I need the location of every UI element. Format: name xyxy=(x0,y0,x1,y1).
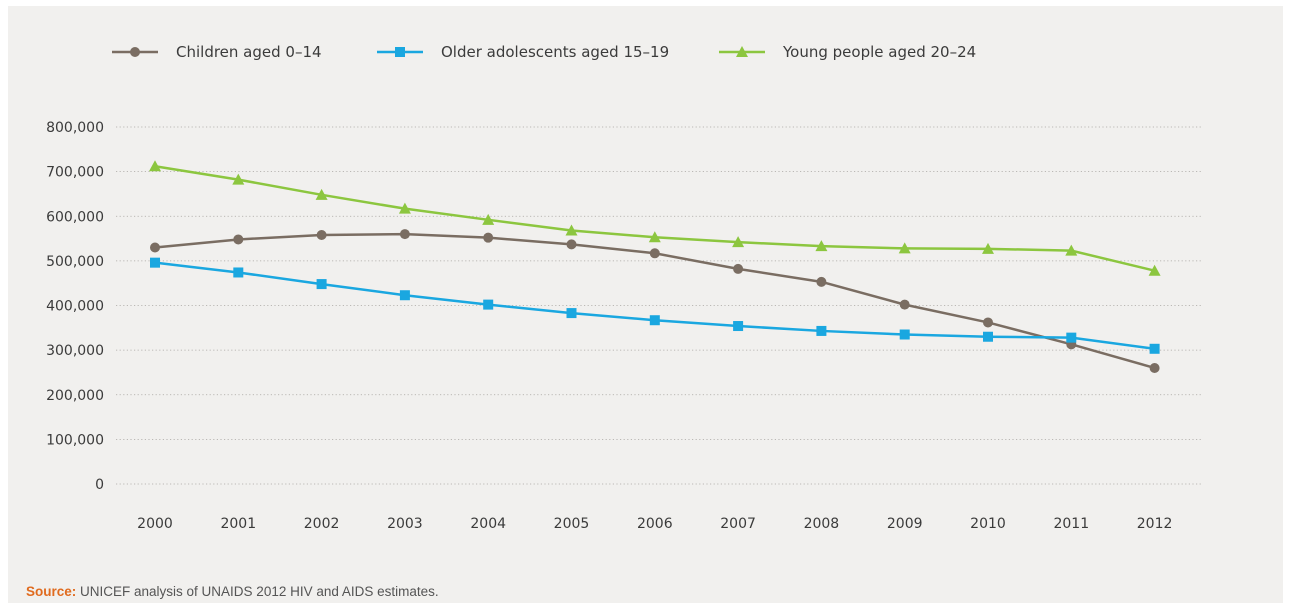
x-tick-label: 2012 xyxy=(1137,516,1173,532)
y-tick-label: 300,000 xyxy=(46,343,104,359)
source-text: UNICEF analysis of UNAIDS 2012 HIV and A… xyxy=(76,584,439,599)
y-tick-label: 800,000 xyxy=(46,120,104,136)
x-tick-label: 2002 xyxy=(304,516,340,532)
y-tick-label: 100,000 xyxy=(46,432,104,448)
data-point-square xyxy=(649,315,660,326)
data-point-triangle xyxy=(565,224,578,236)
data-point-square xyxy=(399,290,410,301)
x-tick-label: 2001 xyxy=(220,516,256,532)
data-point-square xyxy=(899,329,910,340)
y-tick-label: 600,000 xyxy=(46,209,104,225)
x-tick-label: 2008 xyxy=(804,516,840,532)
data-point-circle xyxy=(399,229,410,240)
data-point-triangle xyxy=(398,202,411,214)
data-point-circle xyxy=(316,229,327,240)
data-point-circle xyxy=(816,276,827,287)
legend-marker xyxy=(130,47,140,57)
legend-label: Children aged 0–14 xyxy=(176,43,322,61)
data-point-triangle xyxy=(815,240,828,252)
x-tick-label: 2000 xyxy=(137,516,173,532)
data-point-circle xyxy=(733,263,744,274)
y-tick-label: 700,000 xyxy=(46,165,104,181)
data-point-circle xyxy=(899,299,910,310)
series-line-square xyxy=(154,261,1155,351)
data-point-square xyxy=(1149,343,1160,354)
data-point-triangle xyxy=(482,213,495,225)
line-chart: 0 100,000 200,000 300,000 400,000 500,000 600,… xyxy=(46,43,1203,532)
x-tick-label: 2003 xyxy=(387,516,423,532)
data-point-square xyxy=(566,308,577,319)
data-point-square xyxy=(983,331,993,342)
data-point-square xyxy=(316,279,327,290)
data-point-circle xyxy=(1149,362,1160,373)
legend-marker xyxy=(395,47,405,57)
data-point-circle xyxy=(483,232,494,243)
data-point-circle xyxy=(150,242,160,253)
data-point-triangle xyxy=(1065,244,1078,256)
data-point-circle xyxy=(983,317,993,328)
y-tick-label: 500,000 xyxy=(46,254,104,270)
data-point-triangle xyxy=(982,242,994,254)
data-point-triangle xyxy=(149,160,161,172)
data-point-circle xyxy=(233,234,244,245)
x-tick-label: 2004 xyxy=(470,516,506,532)
y-tick-label: 200,000 xyxy=(46,388,104,404)
data-point-triangle xyxy=(232,173,245,185)
x-tick-label: 2010 xyxy=(970,516,1006,532)
data-point-triangle xyxy=(648,231,661,243)
data-point-square xyxy=(816,325,827,336)
data-point-square xyxy=(1066,332,1077,343)
chart-panel: 0 100,000 200,000 300,000 400,000 500,000 600,… xyxy=(8,6,1283,603)
source-note: Source: UNICEF analysis of UNAIDS 2012 H… xyxy=(26,584,439,599)
x-tick-label: 2007 xyxy=(720,516,756,532)
legend-marker xyxy=(736,46,748,57)
legend-label: Older adolescents aged 15–19 xyxy=(441,43,669,61)
data-point-circle xyxy=(566,239,577,250)
data-point-triangle xyxy=(898,242,911,254)
y-tick-label: 0 xyxy=(95,477,104,493)
x-tick-label: 2009 xyxy=(887,516,923,532)
data-point-square xyxy=(483,299,494,310)
data-point-square xyxy=(150,257,160,268)
source-label: Source: xyxy=(26,584,77,599)
data-point-triangle xyxy=(732,236,745,248)
data-point-circle xyxy=(649,248,660,259)
legend-label: Young people aged 20–24 xyxy=(782,43,976,61)
x-tick-label: 2006 xyxy=(637,516,673,532)
x-tick-label: 2011 xyxy=(1053,516,1089,532)
data-point-square xyxy=(733,321,744,332)
data-point-triangle xyxy=(315,188,328,200)
data-point-square xyxy=(233,267,244,278)
data-point-triangle xyxy=(1148,264,1161,276)
x-tick-label: 2005 xyxy=(554,516,590,532)
y-tick-label: 400,000 xyxy=(46,299,104,315)
